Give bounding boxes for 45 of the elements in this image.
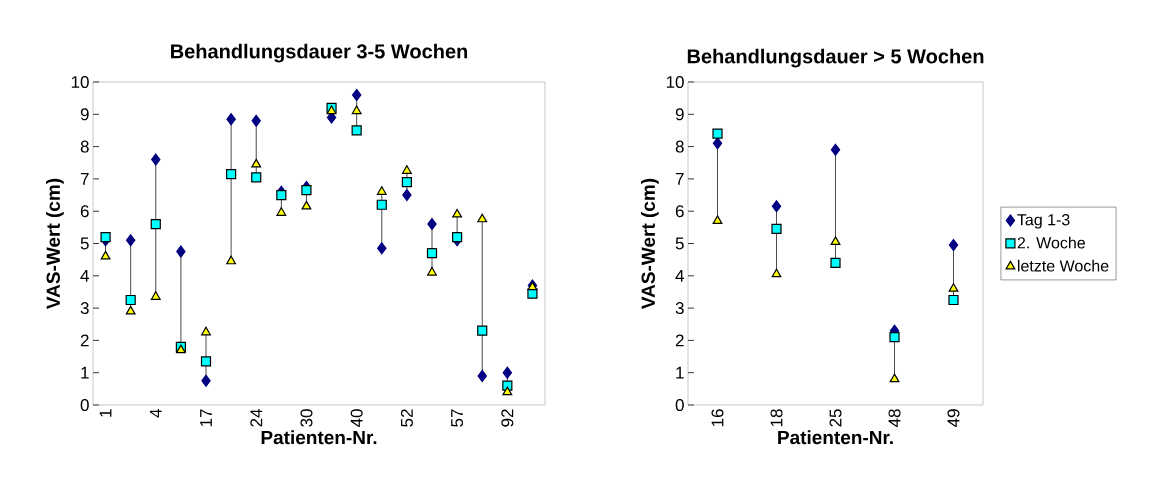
x-tick-label: 25 bbox=[829, 409, 842, 427]
y-tick-label: 4 bbox=[80, 269, 89, 282]
y-tick-label: 2 bbox=[675, 334, 684, 347]
x-tick-label: 92 bbox=[501, 409, 514, 427]
y-tick-label: 8 bbox=[675, 140, 684, 153]
x-tick-label: 48 bbox=[888, 409, 901, 428]
x-tick-label: 57 bbox=[451, 409, 464, 427]
y-tick-label: 3 bbox=[80, 302, 89, 315]
x-tick-label: 1 bbox=[99, 409, 112, 417]
y-tick-label: 1 bbox=[81, 366, 89, 379]
y-tick-label: 10 bbox=[71, 75, 89, 89]
x-axis-title: Patienten-Nr. bbox=[778, 430, 893, 445]
y-tick-label: 2 bbox=[80, 334, 89, 347]
chart-title: Behandlungsdauer > 5 Wochen bbox=[687, 48, 984, 68]
x-tick-label: 49 bbox=[947, 409, 960, 428]
y-tick-label: 7 bbox=[675, 173, 684, 185]
legend-label: letzte Woche bbox=[1017, 259, 1109, 272]
y-axis-title: VAS-Wert (cm) bbox=[641, 178, 659, 309]
x-tick-label: 17 bbox=[200, 409, 212, 427]
y-tick-label: 7 bbox=[80, 173, 89, 185]
y-tick-label: 0 bbox=[675, 398, 684, 412]
x-tick-label: 30 bbox=[300, 409, 313, 427]
y-tick-label: 0 bbox=[80, 398, 89, 412]
y-tick-label: 6 bbox=[675, 205, 684, 218]
legend-label: Tag 1-3 bbox=[1017, 214, 1070, 229]
x-tick-label: 18 bbox=[770, 409, 783, 427]
x-tick-label: 4 bbox=[149, 409, 162, 418]
y-tick-label: 10 bbox=[666, 75, 684, 89]
y-tick-label: 8 bbox=[80, 140, 89, 153]
y-tick-label: 5 bbox=[675, 237, 684, 250]
y-axis-title: VAS-Wert (cm) bbox=[46, 178, 64, 309]
y-tick-label: 9 bbox=[675, 108, 684, 121]
y-tick-label: 6 bbox=[80, 205, 89, 218]
x-axis-title: Patienten-Nr. bbox=[261, 430, 377, 445]
chart-title: Behandlungsdauer 3-5 Wochen bbox=[171, 43, 468, 63]
y-tick-label: 3 bbox=[675, 302, 684, 315]
y-tick-label: 4 bbox=[675, 269, 684, 282]
x-tick-label: 24 bbox=[250, 409, 263, 427]
x-tick-label: 16 bbox=[711, 409, 724, 427]
x-tick-label: 40 bbox=[350, 409, 363, 428]
y-tick-label: 1 bbox=[676, 366, 684, 379]
y-tick-label: 9 bbox=[80, 108, 89, 121]
legend-label: 2. Woche bbox=[1017, 236, 1085, 249]
y-tick-label: 5 bbox=[80, 237, 89, 250]
x-tick-label: 52 bbox=[400, 409, 413, 427]
